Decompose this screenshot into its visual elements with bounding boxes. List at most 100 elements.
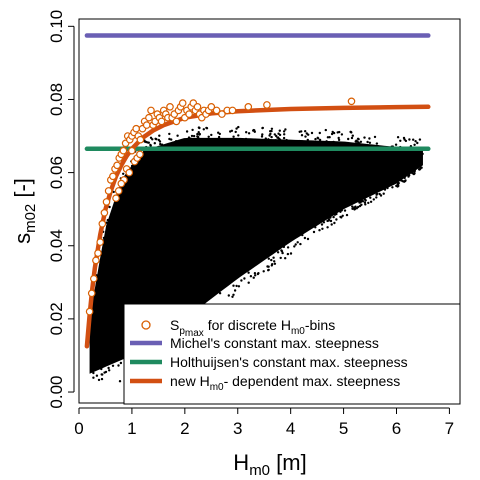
data-point [207, 135, 210, 138]
data-point [300, 140, 304, 143]
data-point [232, 135, 235, 138]
data-point [395, 184, 398, 188]
data-point [294, 243, 297, 246]
data-point [300, 134, 304, 137]
data-point [412, 138, 415, 141]
data-point [198, 133, 201, 136]
data-point [273, 133, 276, 136]
data-point [218, 139, 221, 142]
data-point [360, 199, 364, 203]
data-point [358, 200, 361, 204]
data-point [301, 233, 304, 237]
data-point [326, 226, 329, 229]
data-point [267, 265, 270, 268]
legend-box [123, 303, 461, 405]
data-point [158, 134, 161, 137]
data-point [288, 141, 291, 145]
data-point [316, 136, 319, 139]
data-point [276, 140, 279, 144]
data-point [233, 289, 237, 292]
data-point [261, 126, 264, 130]
data-point [397, 184, 400, 188]
data-point [321, 227, 324, 230]
spmax-marker [112, 194, 120, 203]
data-point [112, 190, 115, 194]
data-point [345, 213, 349, 217]
data-point [235, 284, 238, 288]
data-point [403, 179, 407, 183]
data-point [278, 129, 281, 132]
data-point [330, 223, 333, 226]
spmax-marker [136, 135, 145, 144]
data-point [350, 136, 354, 140]
data-point [359, 140, 363, 143]
x-axis: 0 1 2 3 4 5 6 7 [74, 407, 454, 438]
data-point [318, 131, 321, 135]
data-point [147, 151, 150, 154]
y-tick-label: 0.10 [47, 10, 66, 43]
data-point [303, 236, 307, 240]
data-point [161, 144, 164, 147]
data-point [147, 141, 150, 144]
data-point [363, 136, 366, 139]
data-point [269, 132, 272, 136]
spmax-marker [178, 99, 187, 107]
y-axis-title: sm02 [-] [10, 178, 39, 244]
spmax-marker [102, 198, 111, 206]
data-point [358, 142, 361, 145]
x-tick-label: 1 [127, 419, 136, 438]
spmax-markers [85, 97, 356, 316]
data-point [267, 257, 270, 260]
data-point [332, 131, 336, 135]
data-point [174, 140, 178, 143]
data-point [170, 138, 173, 141]
data-point [375, 142, 379, 145]
x-tick-label: 6 [392, 419, 401, 438]
data-point [327, 218, 331, 221]
data-point [227, 294, 230, 297]
data-point [332, 215, 335, 219]
data-point [189, 137, 192, 140]
data-point [373, 135, 377, 139]
data-point [158, 140, 162, 143]
data-point [218, 132, 221, 136]
data-point [273, 260, 276, 263]
y-tick-label: 0.00 [47, 375, 66, 408]
data-point [285, 138, 288, 142]
spmax-marker [212, 106, 221, 115]
spmax-marker [157, 117, 166, 126]
data-point [118, 380, 122, 383]
data-point [329, 219, 333, 223]
data-point [100, 367, 103, 371]
data-point [267, 138, 270, 141]
data-point [237, 134, 240, 137]
data-point [382, 192, 385, 195]
data-point [282, 136, 286, 140]
data-point [247, 132, 251, 135]
data-point [283, 133, 286, 136]
legend-marker-spmax [141, 320, 151, 330]
legend-label-holthuijsen: Holthuijsen's constant max. steepness [170, 354, 408, 370]
data-point [280, 250, 284, 253]
data-point [329, 216, 332, 219]
data-point [396, 136, 400, 139]
data-point [289, 252, 293, 255]
data-point [108, 369, 111, 372]
data-point [92, 376, 95, 379]
x-tick-label: 0 [74, 419, 83, 438]
data-point [340, 209, 343, 212]
legend-label-new-hm0: new Hm0- dependent max. steepness [170, 373, 400, 393]
data-point [408, 174, 411, 177]
data-point [264, 137, 267, 140]
data-point [286, 252, 290, 256]
data-point [418, 168, 421, 171]
data-point [272, 256, 275, 259]
spmax-marker [104, 187, 113, 195]
data-point [360, 203, 363, 206]
data-point [375, 196, 378, 199]
data-point [324, 128, 327, 132]
data-point [274, 139, 277, 142]
data-point [347, 137, 350, 141]
data-point [261, 133, 264, 136]
